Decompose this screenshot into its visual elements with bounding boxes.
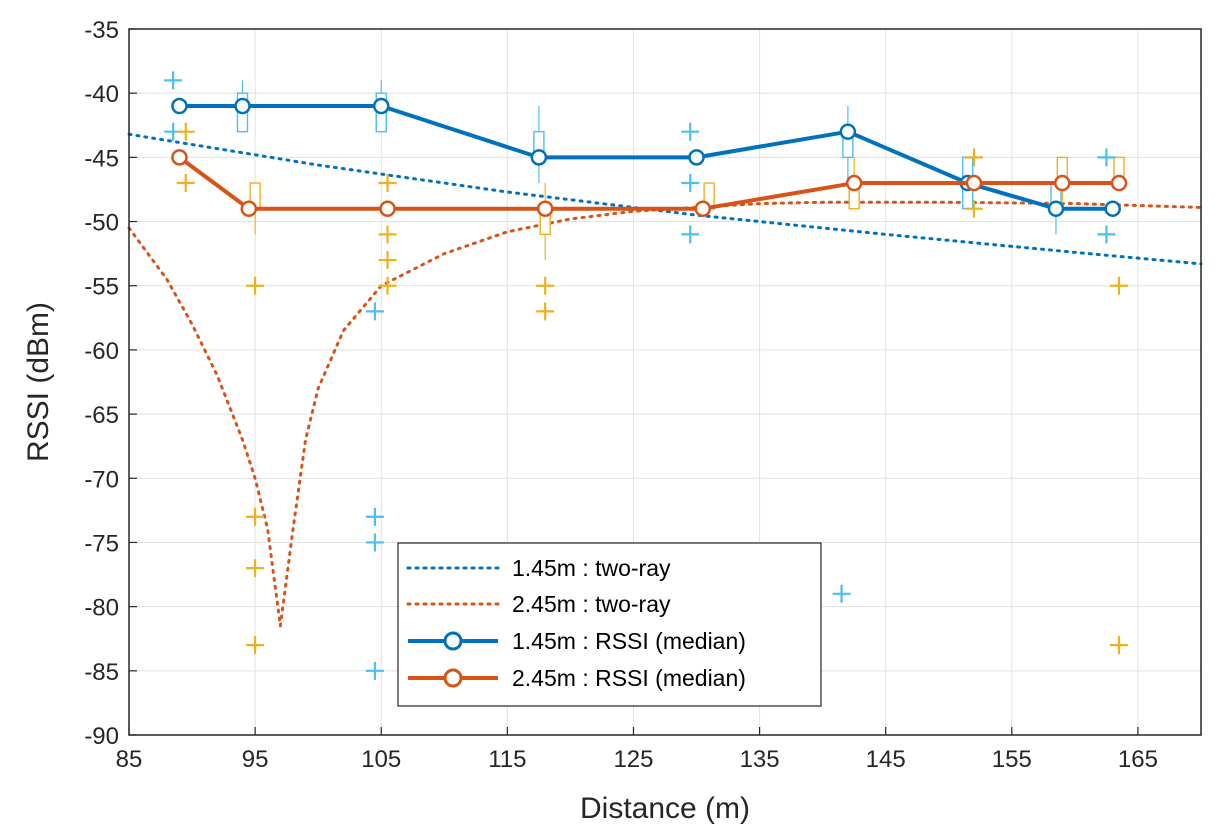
- outlier-markers: [164, 71, 1129, 680]
- median-marker: [530, 149, 548, 166]
- x-tick-label: 145: [866, 746, 906, 773]
- y-tick-label: -90: [84, 723, 119, 750]
- y-tick-label: -65: [84, 402, 119, 429]
- median-series: [171, 97, 1128, 217]
- x-tick-label: 155: [992, 746, 1032, 773]
- y-tick-label: -80: [84, 595, 119, 622]
- outlier-marker: [681, 225, 700, 244]
- x-tick-labels: 85 95 105 115 125 135 145 155 165: [116, 727, 1158, 773]
- x-tick-label: 85: [116, 746, 143, 773]
- median-marker: [839, 123, 857, 140]
- x-tick-label: 115: [488, 746, 526, 773]
- outlier-marker: [681, 174, 700, 193]
- outlier-marker: [246, 276, 265, 295]
- outlier-marker: [246, 559, 265, 578]
- outlier-marker: [1097, 225, 1116, 244]
- median-marker: [234, 97, 251, 115]
- x-tick-label: 125: [613, 746, 653, 773]
- y-tick-label: -70: [84, 466, 119, 493]
- legend-label-3: 1.45m : RSSI (median): [512, 628, 746, 654]
- x-tick-label: 135: [740, 746, 780, 773]
- legend: 1.45m : two-ray 2.45m : two-ray 1.45m : …: [397, 542, 822, 707]
- outlier-marker: [378, 174, 397, 193]
- y-tick-label: -50: [84, 210, 119, 237]
- legend-label-1: 1.45m : two-ray: [512, 555, 671, 581]
- outlier-marker: [246, 636, 265, 655]
- median-marker: [1047, 200, 1065, 217]
- median-marker: [688, 149, 705, 166]
- y-tick-label: -45: [84, 145, 119, 172]
- outlier-marker: [164, 71, 183, 90]
- outlier-marker: [365, 507, 384, 526]
- median-marker: [965, 174, 983, 192]
- y-tick-label: -85: [84, 659, 119, 686]
- legend-marker-4: [443, 668, 463, 688]
- y-tick-label: -40: [84, 81, 119, 108]
- x-tick-label: 95: [242, 746, 269, 773]
- outlier-marker: [365, 661, 384, 680]
- outlier-marker: [246, 507, 265, 526]
- outlier-marker: [964, 148, 983, 167]
- x-tick-label: 105: [361, 746, 401, 773]
- y-tick-label: -60: [84, 338, 119, 365]
- outlier-marker: [536, 276, 555, 295]
- outlier-marker: [536, 302, 555, 321]
- median-marker: [372, 97, 390, 115]
- plot-lines: [127, 132, 1203, 627]
- outlier-marker: [1110, 636, 1129, 655]
- y-tick-labels: -35 -40 -45 -50 -55 -60 -65 -70 -75 -80 -85 -90: [84, 17, 137, 750]
- median-marker: [240, 200, 258, 217]
- outlier-marker: [176, 174, 195, 193]
- outlier-marker: [1097, 148, 1116, 167]
- legend-label-2: 2.45m : two-ray: [512, 591, 671, 617]
- x-tick-label: 165: [1118, 746, 1158, 773]
- median-marker: [845, 174, 863, 192]
- y-tick-label: -35: [84, 17, 119, 44]
- median-marker: [536, 200, 554, 217]
- median-marker: [379, 200, 396, 217]
- outlier-marker: [681, 122, 700, 141]
- two-ray-curve: [127, 132, 1203, 266]
- outlier-marker: [1110, 276, 1129, 295]
- outlier-marker: [365, 533, 384, 552]
- outlier-marker: [378, 276, 397, 295]
- legend-label-4: 2.45m : RSSI (median): [512, 665, 746, 691]
- y-axis-label: RSSI (dBm): [22, 302, 55, 462]
- legend-marker-3: [443, 631, 463, 651]
- outlier-marker: [964, 199, 983, 218]
- outlier-marker: [378, 225, 397, 244]
- outlier-marker: [176, 122, 195, 141]
- x-axis-label: Distance (m): [580, 792, 750, 825]
- median-marker: [1054, 174, 1071, 192]
- outlier-marker: [378, 251, 397, 270]
- median-marker: [1104, 200, 1121, 217]
- median-marker: [171, 97, 188, 115]
- y-tick-label: -75: [84, 530, 119, 557]
- y-tick-label: -55: [84, 274, 119, 301]
- outlier-marker: [832, 584, 851, 603]
- median-marker: [1110, 174, 1128, 192]
- axes-frame: [128, 28, 1202, 736]
- median-marker: [694, 200, 712, 217]
- outlier-marker: [365, 302, 384, 321]
- median-marker: [171, 149, 188, 166]
